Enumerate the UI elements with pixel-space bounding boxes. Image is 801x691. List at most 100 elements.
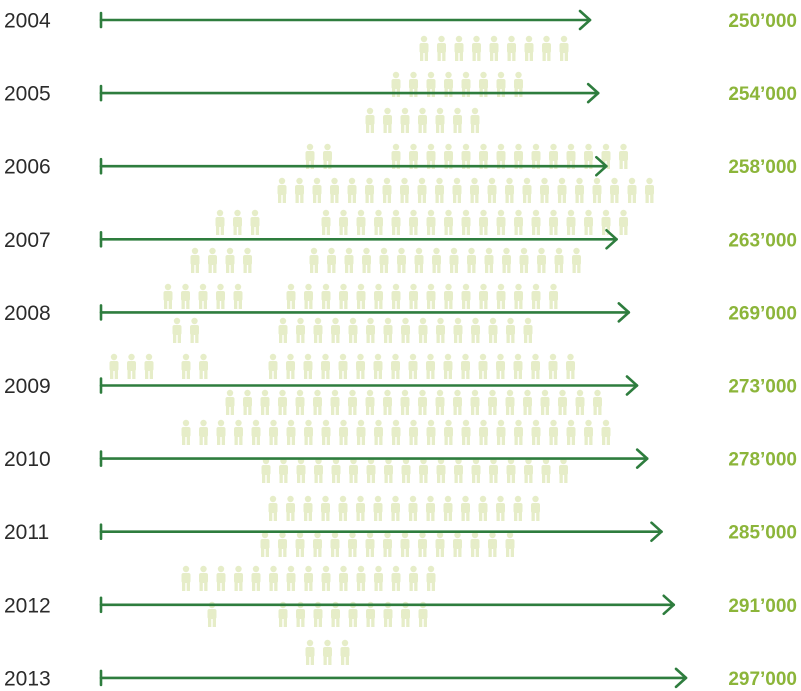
person-icon <box>496 353 505 379</box>
person-icon <box>479 283 488 309</box>
person-icon <box>426 353 435 379</box>
person-icon <box>484 247 494 273</box>
person-icon <box>435 389 445 415</box>
value-label: 273’000 <box>728 377 797 398</box>
person-icon <box>461 419 471 445</box>
person-icon <box>181 565 191 591</box>
person-icon <box>321 495 330 521</box>
person-icon <box>400 389 410 415</box>
person-icon <box>471 457 481 483</box>
person-icon <box>190 247 200 273</box>
person-icon <box>419 457 428 483</box>
person-icon <box>461 353 470 379</box>
person-icon <box>391 419 401 445</box>
person-icon <box>373 353 383 379</box>
person-icon <box>408 495 418 521</box>
year-label: 2011 <box>4 521 49 544</box>
person-icon <box>506 457 516 483</box>
value-arrow <box>99 594 676 616</box>
year-label: 2008 <box>4 302 51 325</box>
person-icon <box>566 419 576 445</box>
person-icon <box>216 419 226 445</box>
person-icon <box>269 565 278 591</box>
year-label: 2013 <box>4 667 51 690</box>
person-icon <box>208 247 217 273</box>
person-icon <box>400 177 409 203</box>
person-icon <box>347 177 357 203</box>
person-icon <box>295 177 304 203</box>
person-icon <box>461 283 471 309</box>
person-icon <box>418 601 428 627</box>
person-icon <box>409 143 418 169</box>
value-label: 250’000 <box>728 11 797 32</box>
person-icon <box>444 419 453 445</box>
person-icon <box>286 419 296 445</box>
person-icon <box>327 247 336 273</box>
person-icon <box>496 209 506 235</box>
person-icon <box>513 495 523 521</box>
person-icon <box>278 531 287 557</box>
person-icon <box>514 419 523 445</box>
person-icon <box>584 143 593 169</box>
row-2009: 2009 273’000 <box>4 375 797 398</box>
person-icon <box>331 601 340 627</box>
person-icon <box>554 247 564 273</box>
person-icon <box>127 353 136 379</box>
row-2007: 2007 263’000 <box>4 229 797 252</box>
year-label: 2012 <box>4 594 51 617</box>
person-icon <box>374 419 383 445</box>
person-icon <box>383 317 393 343</box>
person-icon <box>470 531 480 557</box>
person-icon <box>549 283 558 309</box>
person-icon <box>478 353 488 379</box>
person-icon <box>401 457 411 483</box>
person-icon <box>496 495 505 521</box>
person-icon <box>340 639 350 665</box>
person-icon <box>278 389 287 415</box>
person-icon <box>330 531 340 557</box>
person-icon <box>549 143 558 169</box>
row-2013: 2013 297’000 <box>4 667 797 690</box>
person-icon <box>436 457 446 483</box>
person-icon <box>496 283 506 309</box>
person-icon <box>295 389 305 415</box>
person-icon <box>373 495 383 521</box>
person-icon <box>514 283 523 309</box>
person-icon <box>348 389 357 415</box>
person-icon <box>435 531 445 557</box>
person-icon <box>339 419 348 445</box>
person-icon <box>479 143 488 169</box>
person-icon <box>314 457 323 483</box>
person-icon <box>279 457 288 483</box>
person-icon <box>419 35 429 61</box>
person-icon <box>507 35 516 61</box>
person-icon <box>383 601 393 627</box>
person-icon <box>549 209 558 235</box>
person-icon <box>584 419 593 445</box>
person-icon <box>344 247 354 273</box>
person-icon <box>478 495 488 521</box>
person-icon <box>190 317 199 343</box>
person-icon <box>435 177 444 203</box>
people-decoration <box>109 35 654 665</box>
person-icon <box>198 283 208 309</box>
person-icon <box>216 565 226 591</box>
person-icon <box>286 353 295 379</box>
person-icon <box>502 247 511 273</box>
person-icon <box>261 457 271 483</box>
person-icon <box>531 283 541 309</box>
person-icon <box>505 531 515 557</box>
person-icon <box>443 353 453 379</box>
person-icon <box>225 247 235 273</box>
chart-rows: 2004 250’000 2005 254’000 2006 258’000 2007 263… <box>4 10 797 691</box>
person-icon <box>374 283 383 309</box>
person-icon <box>356 565 366 591</box>
person-icon <box>278 317 288 343</box>
value-arrow <box>99 9 592 31</box>
person-icon <box>268 353 278 379</box>
person-icon <box>559 457 568 483</box>
person-icon <box>524 457 533 483</box>
person-icon <box>391 209 401 235</box>
person-icon <box>426 419 436 445</box>
person-icon <box>470 389 480 415</box>
